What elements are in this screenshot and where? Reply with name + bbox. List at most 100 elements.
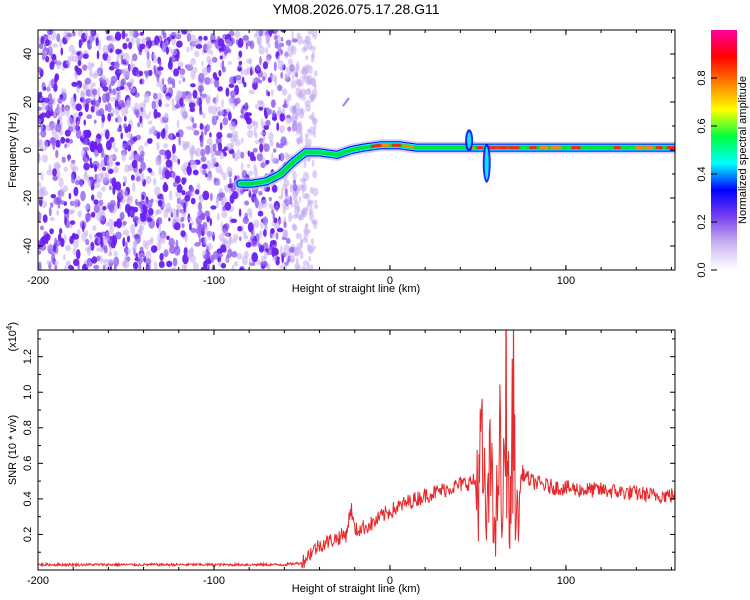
noise-blob: [211, 264, 216, 270]
noise-blob: [84, 230, 89, 237]
noise-blob: [73, 258, 80, 267]
noise-blob: [108, 252, 113, 257]
noise-blob: [184, 194, 191, 202]
noise-blob: [224, 201, 232, 211]
noise-blob: [288, 246, 295, 254]
noise-blob: [258, 45, 266, 55]
noise-blob: [238, 60, 243, 66]
noise-blob: [139, 31, 144, 36]
noise-blob: [288, 58, 294, 66]
noise-blob: [136, 175, 141, 182]
noise-blob: [178, 192, 181, 203]
noise-blob: [98, 199, 104, 207]
noise-blob: [273, 61, 277, 72]
noise-blob: [186, 32, 192, 42]
noise-blob: [197, 201, 203, 212]
noise-blob: [93, 199, 99, 205]
noise-blob: [74, 72, 78, 80]
noise-blob: [52, 43, 59, 48]
noise-blob: [266, 186, 270, 192]
noise-blob: [178, 79, 182, 85]
noise-blob: [185, 93, 188, 103]
noise-blob: [78, 111, 83, 117]
noise-blob: [173, 245, 181, 256]
noise-blob: [77, 210, 82, 218]
noise-blob: [304, 192, 311, 200]
noise-blob: [269, 240, 277, 245]
noise-blob: [55, 196, 62, 205]
noise-blob: [64, 216, 67, 226]
noise-blob: [122, 259, 130, 269]
noise-blob: [269, 108, 272, 115]
noise-blob: [313, 204, 318, 209]
noise-blob: [56, 209, 60, 216]
noise-blob: [115, 181, 122, 191]
noise-blob: [44, 97, 49, 104]
noise-blob: [174, 104, 181, 109]
noise-blob: [171, 171, 176, 178]
noise-blob: [46, 260, 53, 266]
noise-blob: [144, 141, 149, 147]
noise-blob: [84, 138, 89, 146]
noise-blob: [263, 250, 268, 260]
noise-blob: [121, 189, 128, 198]
noise-blob: [308, 201, 313, 208]
noise-blob: [219, 122, 223, 131]
noise-blob: [185, 141, 191, 149]
noise-blob: [38, 240, 41, 245]
noise-blob: [303, 159, 307, 169]
noise-blob: [205, 124, 210, 132]
noise-blob: [203, 254, 210, 260]
noise-blob: [68, 192, 72, 200]
noise-blob: [180, 216, 185, 222]
noise-blob: [303, 44, 309, 52]
noise-blob: [119, 85, 125, 90]
noise-blob: [93, 264, 100, 270]
noise-blob: [63, 166, 69, 172]
noise-blob: [168, 245, 176, 254]
noise-blob: [163, 113, 169, 120]
noise-blob: [312, 187, 319, 197]
noise-blob: [40, 188, 46, 198]
noise-blob: [102, 258, 108, 264]
y-tick-label: 0.8: [22, 420, 34, 435]
noise-blob: [181, 223, 185, 229]
noise-blob: [266, 37, 270, 42]
noise-blob: [264, 222, 268, 231]
noise-blob: [74, 180, 80, 186]
noise-blob: [186, 166, 190, 173]
noise-blob: [156, 141, 160, 151]
noise-blob: [189, 254, 196, 264]
noise-blob: [268, 203, 273, 209]
noise-blob: [44, 34, 49, 40]
x-tick-label: -200: [27, 275, 49, 287]
noise-blob: [228, 96, 234, 104]
noise-blob: [91, 73, 98, 79]
noise-blob: [154, 186, 161, 197]
noise-blob: [162, 41, 165, 52]
noise-blob: [85, 258, 92, 269]
noise-blob: [275, 232, 279, 240]
noise-blob: [224, 257, 230, 263]
noise-blob: [220, 244, 227, 253]
noise-blob: [173, 68, 180, 77]
noise-blob: [314, 199, 318, 205]
noise-blob: [42, 214, 48, 223]
noise-blob: [89, 233, 92, 240]
noise-blob: [296, 127, 299, 136]
y-tick-label: 1.0: [22, 385, 34, 400]
noise-blob: [257, 79, 263, 84]
noise-blob: [196, 96, 200, 106]
noise-blob: [115, 93, 122, 102]
noise-blob: [220, 221, 224, 231]
noise-blob: [189, 44, 194, 52]
spectrogram-x-axis-label: Height of straight line (km): [292, 283, 420, 295]
ridge-hot-segment: [370, 143, 383, 148]
noise-blob: [243, 231, 247, 240]
noise-blob: [89, 68, 93, 78]
spectrogram-y-axis-label: Frequency (Hz): [7, 112, 19, 188]
noise-blob: [85, 97, 92, 104]
noise-blob: [38, 106, 42, 111]
noise-blob: [71, 176, 76, 184]
noise-blob: [278, 219, 283, 224]
